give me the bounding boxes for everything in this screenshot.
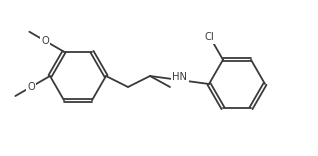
Text: Cl: Cl (204, 32, 214, 42)
Text: HN: HN (172, 72, 187, 82)
Text: O: O (27, 82, 35, 92)
Text: O: O (41, 36, 49, 46)
